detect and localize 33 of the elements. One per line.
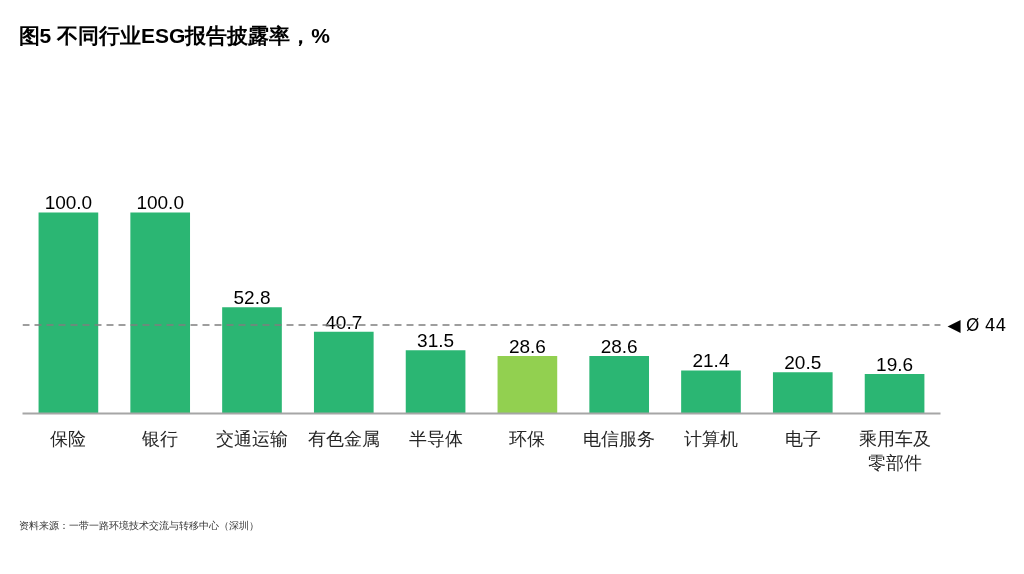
bar [681, 370, 741, 414]
x-tick-label: 电信服务 [583, 428, 656, 449]
text: 资料来源：一带一路环境技术交流与转移中心（深圳） [18, 519, 259, 531]
data-label: 19.6 [876, 354, 914, 376]
bar [589, 355, 650, 414]
data-label: 28.6 [508, 335, 546, 357]
bar [130, 212, 191, 414]
x-tick-label: 交通运输 [215, 428, 288, 449]
bar [497, 355, 558, 414]
x-tick-label: 半导体 [408, 428, 463, 449]
data-label: 52.8 [233, 287, 271, 309]
x-tick-label: 环保 [509, 428, 546, 449]
chart-title: 图5 不同行业ESG报告披露率，% [18, 23, 331, 47]
x-tick-label: 计算机 [683, 428, 738, 449]
data-label: 100.0 [136, 192, 184, 214]
bar [313, 331, 374, 414]
data-label: 28.6 [600, 335, 638, 357]
x-tick-label: 保险 [50, 428, 87, 449]
bar [772, 372, 833, 414]
data-label: 21.4 [692, 350, 730, 372]
bar [405, 350, 466, 414]
ref-line-label: ◀ Ø 44 [947, 315, 1007, 336]
bar [38, 212, 99, 414]
x-tick-label: 银行 [141, 428, 179, 449]
x-tick-label: 有色金属 [307, 428, 380, 449]
data-label: 100.0 [44, 192, 93, 214]
data-label: 31.5 [417, 330, 455, 352]
bar [222, 307, 282, 414]
data-label: 40.7 [325, 311, 363, 333]
bar [864, 374, 925, 414]
x-tick-label: 电子 [784, 428, 821, 449]
data-label: 20.5 [784, 352, 822, 374]
x-tick-label: 乘用车及零部件 [858, 428, 931, 473]
